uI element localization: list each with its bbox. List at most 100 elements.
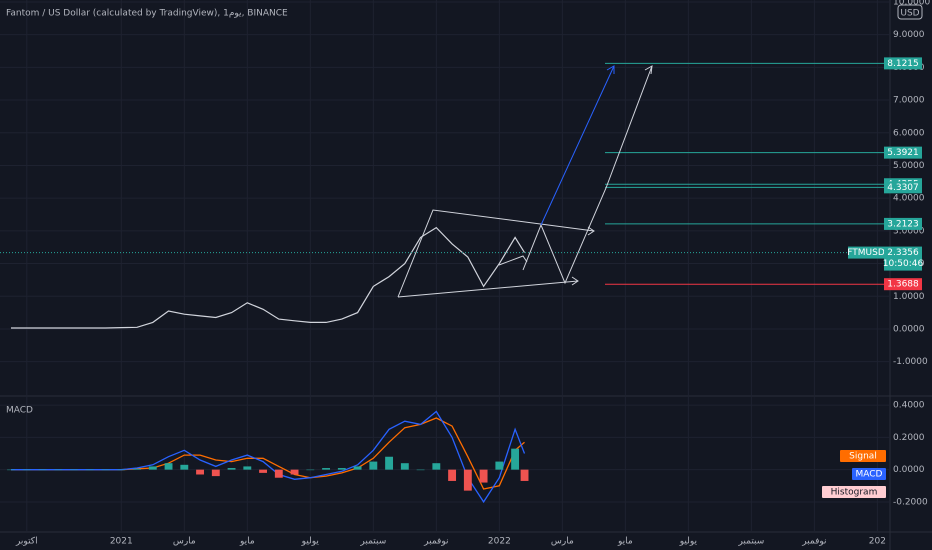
x-tick-label: سبتمبر <box>359 537 386 547</box>
y-tick-label: 0.2000 <box>893 433 925 443</box>
histogram-bar <box>164 463 173 470</box>
histogram-bar <box>369 461 378 470</box>
histogram-bar <box>463 469 472 491</box>
x-tick-label: 202 <box>869 537 886 547</box>
histogram-bar <box>180 464 189 470</box>
histogram-bar <box>337 468 346 470</box>
histogram-bar <box>85 469 94 471</box>
histogram-bar <box>353 466 362 470</box>
y-tick-label: 5.0000 <box>893 161 925 171</box>
histogram-bar <box>38 469 47 471</box>
x-tick-label: يوليو <box>679 537 698 547</box>
histogram-bar <box>322 468 331 470</box>
triangle-top <box>397 209 595 298</box>
symbol-tag <box>848 246 884 259</box>
histogram-bar <box>259 469 267 473</box>
histogram-bar <box>227 468 236 470</box>
last-price-label: 2.3356 <box>887 248 919 258</box>
projection-blue <box>540 65 615 226</box>
histogram-bar <box>306 469 315 471</box>
legend-label: MACD <box>856 470 883 480</box>
triangle-bottom <box>397 280 579 298</box>
x-tick-label: يوليو <box>301 537 320 547</box>
price-level-label: 5.3921 <box>887 148 919 158</box>
histogram-bar <box>22 469 31 471</box>
plot <box>0 62 890 504</box>
histogram-bar <box>479 469 488 483</box>
x-tick-label: مارس <box>551 537 574 547</box>
y-tick-label: -0.2000 <box>893 497 928 507</box>
x-tick-label: مايو <box>617 537 633 547</box>
last-price-tag <box>884 246 922 271</box>
y-tick-label: 0.0000 <box>893 324 925 334</box>
histogram-bar <box>101 469 110 471</box>
histogram-bar <box>432 463 441 470</box>
y-tick-label: 1.0000 <box>893 292 925 302</box>
price-line <box>11 226 526 329</box>
y-tick-label: 0.0000 <box>893 465 925 475</box>
y-tick-label: 0.4000 <box>893 401 925 411</box>
x-tick-label: اكتوبر <box>15 537 38 547</box>
histogram-bar <box>290 469 299 475</box>
price-level-tag <box>884 181 922 194</box>
legend-label: Histogram <box>831 488 878 498</box>
projection-path <box>522 65 653 285</box>
y-tick-label: 9.0000 <box>893 30 925 40</box>
histogram-bar <box>7 469 15 471</box>
x-tick-label: مايو <box>239 537 255 547</box>
x-tick-label: مارس <box>173 537 196 547</box>
price-level-tag <box>884 278 922 291</box>
small-arrow <box>498 255 528 266</box>
x-tick-label: نوفمبر <box>801 537 826 547</box>
currency: USD <box>900 9 919 19</box>
price-level-label: 8.1215 <box>887 59 919 69</box>
price-level-label: 4.3307 <box>887 183 919 193</box>
histogram-bar <box>54 469 63 471</box>
histogram-bar <box>416 469 425 471</box>
x-tick-label: 2021 <box>110 537 133 547</box>
histogram-bar <box>400 463 409 470</box>
price-level-label: 1.3688 <box>887 280 919 290</box>
price-level-label: 3.2123 <box>887 219 919 229</box>
arrow-head <box>606 65 615 74</box>
y-tick-label: 4.0000 <box>893 194 925 204</box>
y-tick-label: 6.0000 <box>893 128 925 138</box>
legend-swatch <box>852 468 886 480</box>
macd-line <box>11 410 526 504</box>
legend-label: Signal <box>849 452 877 462</box>
legend-swatch <box>840 450 886 462</box>
symbol-label: FTMUSD <box>847 248 885 258</box>
y-tick-label: 7.0000 <box>893 96 925 106</box>
histogram-bar <box>133 468 141 470</box>
histogram-bar <box>511 448 520 470</box>
arrow-head <box>587 226 595 236</box>
legend-swatch <box>822 486 886 498</box>
histogram-bar <box>148 466 157 470</box>
histogram-bar <box>495 461 504 470</box>
arrow-head <box>571 276 579 286</box>
histogram-bar <box>385 456 394 470</box>
histogram-bar <box>117 469 126 471</box>
countdown: 10:50:46 <box>883 259 924 269</box>
histogram-bar <box>274 469 283 478</box>
histogram-bar <box>243 466 252 470</box>
arrow-head <box>644 65 653 75</box>
drawings <box>397 65 653 298</box>
price-level-tag <box>884 146 922 159</box>
y-tick-label: 3.0000 <box>893 226 925 236</box>
histogram-bar <box>520 469 529 481</box>
y-tick-label: -1.0000 <box>893 357 928 367</box>
histogram-bar <box>211 469 220 477</box>
histogram-bar <box>448 469 457 481</box>
histogram-bar <box>196 469 204 475</box>
currency-badge[interactable] <box>897 4 923 20</box>
grid <box>0 0 890 531</box>
indicator-title: MACD <box>6 406 33 416</box>
chart-title: Fantom / US Dollar (calculated by Tradin… <box>6 9 288 19</box>
x-tick-label: 2022 <box>488 537 511 547</box>
price-level-tag <box>884 57 922 70</box>
labels: -1.00000.00001.00002.00003.00004.00005.0… <box>15 0 931 547</box>
price-level-tag <box>884 217 922 230</box>
